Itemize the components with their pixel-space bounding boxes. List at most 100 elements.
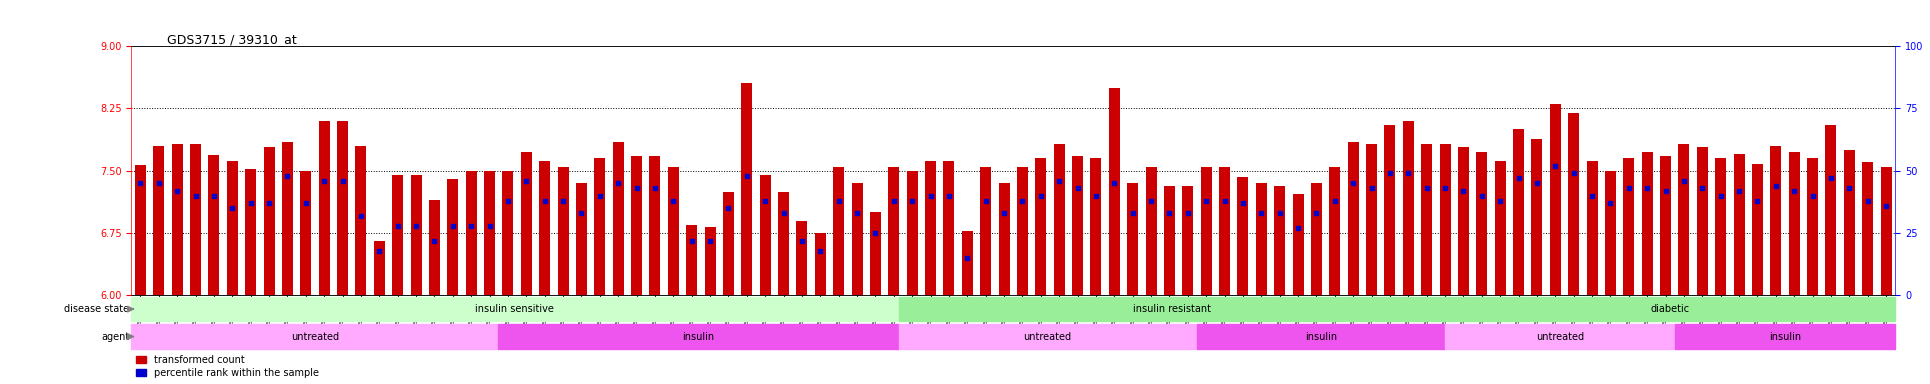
- Bar: [1716, 158, 1725, 295]
- Text: untreated: untreated: [1023, 331, 1071, 341]
- Bar: [870, 212, 880, 295]
- Bar: [374, 242, 384, 295]
- Bar: [1623, 158, 1635, 295]
- Bar: [760, 175, 770, 295]
- Bar: [899, 324, 1197, 349]
- Bar: [1457, 147, 1469, 295]
- Bar: [484, 171, 496, 295]
- Bar: [1237, 177, 1249, 295]
- Bar: [851, 183, 863, 295]
- Bar: [338, 121, 347, 295]
- Bar: [245, 169, 257, 295]
- Bar: [411, 175, 421, 295]
- Bar: [208, 155, 220, 295]
- Text: agent: agent: [100, 331, 129, 341]
- Text: insulin: insulin: [1305, 331, 1337, 341]
- Bar: [594, 158, 606, 295]
- Bar: [1183, 186, 1193, 295]
- Bar: [498, 324, 899, 349]
- Bar: [961, 230, 973, 295]
- Text: disease state: disease state: [64, 304, 129, 314]
- Bar: [1446, 297, 1895, 321]
- Bar: [704, 227, 716, 295]
- Bar: [1494, 161, 1505, 295]
- Bar: [1569, 113, 1579, 295]
- Bar: [1660, 156, 1671, 295]
- Bar: [648, 156, 660, 295]
- Bar: [899, 297, 1446, 321]
- Bar: [1090, 158, 1102, 295]
- Bar: [1446, 324, 1675, 349]
- Bar: [1843, 150, 1855, 295]
- Bar: [282, 142, 293, 295]
- Bar: [1017, 167, 1029, 295]
- Bar: [575, 183, 587, 295]
- Bar: [1770, 146, 1781, 295]
- Bar: [1071, 156, 1083, 295]
- Bar: [1696, 147, 1708, 295]
- Bar: [135, 165, 147, 295]
- Bar: [980, 167, 992, 295]
- Bar: [1679, 144, 1689, 295]
- Text: insulin sensitive: insulin sensitive: [475, 304, 554, 314]
- Bar: [724, 192, 733, 295]
- Bar: [1054, 144, 1065, 295]
- Bar: [1550, 104, 1561, 295]
- Text: GDS3715 / 39310_at: GDS3715 / 39310_at: [166, 33, 297, 46]
- Bar: [814, 233, 826, 295]
- Bar: [264, 147, 274, 295]
- Bar: [521, 152, 533, 295]
- Bar: [1586, 161, 1598, 295]
- Bar: [924, 161, 936, 295]
- Bar: [778, 192, 789, 295]
- Bar: [998, 183, 1009, 295]
- Bar: [1826, 125, 1837, 295]
- Bar: [428, 200, 440, 295]
- Bar: [228, 161, 237, 295]
- Bar: [1530, 139, 1542, 295]
- Text: untreated: untreated: [1536, 331, 1585, 341]
- Bar: [1200, 167, 1212, 295]
- Bar: [465, 171, 477, 295]
- Bar: [907, 171, 917, 295]
- Bar: [1127, 183, 1139, 295]
- Bar: [1789, 152, 1799, 295]
- Bar: [392, 175, 403, 295]
- Bar: [1440, 144, 1451, 295]
- Bar: [1347, 142, 1359, 295]
- Bar: [172, 144, 183, 295]
- Bar: [834, 167, 843, 295]
- Bar: [1293, 194, 1303, 295]
- Bar: [1675, 324, 1895, 349]
- Bar: [1220, 167, 1229, 295]
- Bar: [1880, 167, 1891, 295]
- Text: diabetic: diabetic: [1650, 304, 1691, 314]
- Bar: [1862, 162, 1874, 295]
- Bar: [1420, 144, 1432, 295]
- Bar: [448, 179, 457, 295]
- Bar: [301, 171, 311, 295]
- Bar: [502, 171, 513, 295]
- Bar: [131, 324, 498, 349]
- Bar: [888, 167, 899, 295]
- Bar: [1513, 129, 1525, 295]
- Bar: [1146, 167, 1156, 295]
- Bar: [631, 156, 643, 295]
- Bar: [687, 225, 697, 295]
- Bar: [944, 161, 955, 295]
- Bar: [1733, 154, 1745, 295]
- Bar: [1642, 152, 1652, 295]
- Bar: [318, 121, 330, 295]
- Bar: [612, 142, 623, 295]
- Bar: [1034, 158, 1046, 295]
- Bar: [355, 146, 367, 295]
- Bar: [538, 161, 550, 295]
- Bar: [1197, 324, 1446, 349]
- Bar: [131, 297, 899, 321]
- Text: insulin resistant: insulin resistant: [1133, 304, 1210, 314]
- Bar: [797, 220, 807, 295]
- Bar: [1806, 158, 1818, 295]
- Bar: [189, 144, 201, 295]
- Text: untreated: untreated: [291, 331, 340, 341]
- Bar: [1110, 88, 1119, 295]
